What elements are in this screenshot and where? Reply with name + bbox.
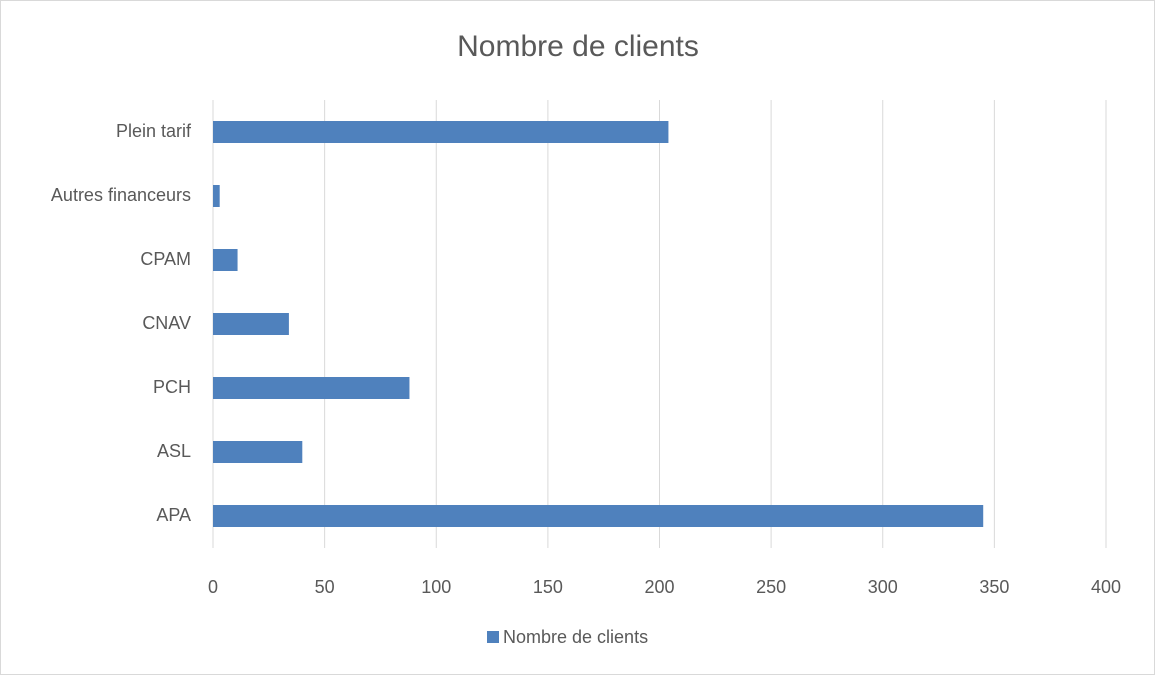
y-tick-label: Autres financeurs (51, 185, 191, 205)
x-tick-label: 150 (533, 577, 563, 597)
bar (213, 249, 238, 271)
bar (213, 185, 220, 207)
bar (213, 377, 410, 399)
x-tick-label: 400 (1091, 577, 1121, 597)
x-tick-label: 100 (421, 577, 451, 597)
bar (213, 121, 669, 143)
x-tick-label: 350 (979, 577, 1009, 597)
bar (213, 313, 289, 335)
x-tick-label: 50 (315, 577, 335, 597)
x-tick-label: 250 (756, 577, 786, 597)
legend-label: Nombre de clients (503, 627, 648, 647)
legend-swatch (487, 631, 499, 643)
x-tick-label: 0 (208, 577, 218, 597)
x-tick-label: 200 (644, 577, 674, 597)
bar (213, 505, 984, 527)
y-tick-label: Plein tarif (116, 121, 192, 141)
y-tick-label: APA (156, 505, 191, 525)
bar (213, 441, 303, 463)
x-tick-label: 300 (868, 577, 898, 597)
y-tick-label: CNAV (142, 313, 191, 333)
y-tick-label: PCH (153, 377, 191, 397)
y-tick-label: CPAM (140, 249, 191, 269)
chart-title: Nombre de clients (457, 30, 699, 63)
y-tick-label: ASL (157, 441, 191, 461)
